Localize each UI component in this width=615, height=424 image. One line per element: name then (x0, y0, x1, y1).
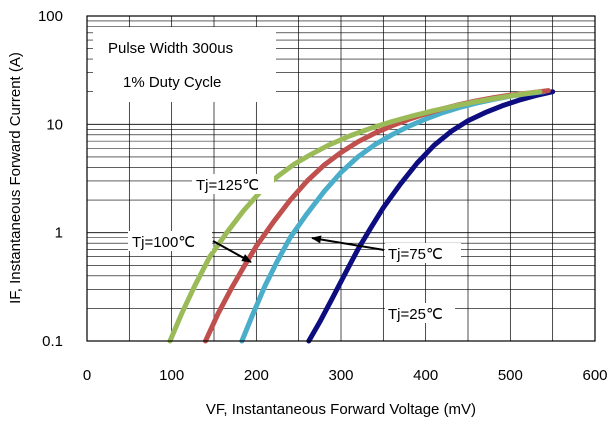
x-tick-label: 500 (498, 367, 523, 384)
label-tj100: Tj=100℃ (132, 234, 195, 251)
tick-labels: 0 100 200 300 400 500 600 0.1 1 10 100 (38, 8, 608, 384)
arrow-tj75 (311, 235, 385, 251)
label-tj125: Tj=125℃ (196, 177, 259, 194)
note-duty-cycle: 1% Duty Cycle (123, 74, 221, 91)
data-curves (167, 88, 556, 344)
label-bg-75 (385, 243, 461, 263)
y-tick-label: 100 (38, 8, 63, 25)
label-bg-25 (385, 303, 455, 323)
label-tj75: Tj=75℃ (388, 246, 443, 263)
label-bg-100 (128, 231, 212, 251)
arrow-tj100 (212, 240, 252, 263)
label-tj25: Tj=25℃ (388, 306, 443, 323)
x-tick-label: 300 (328, 367, 353, 384)
x-tick-label: 400 (413, 367, 438, 384)
label-bg-125 (192, 174, 274, 194)
x-tick-label: 600 (582, 367, 607, 384)
plot-frame (86, 15, 596, 342)
y-tick-label: 10 (46, 116, 63, 133)
x-tick-label: 200 (244, 367, 269, 384)
x-axis-title: VF, Instantaneous Forward Voltage (mV) (206, 401, 476, 418)
series-line-1 (306, 89, 556, 344)
series-line-4 (167, 89, 543, 344)
note-box (93, 27, 276, 102)
y-axis-title: IF, Instantaneous Forward Current (A) (7, 52, 24, 304)
x-tick-label: 100 (159, 367, 184, 384)
y-tick-label: 1 (55, 225, 63, 242)
x-tick-label: 0 (83, 367, 91, 384)
note-pulse-width: Pulse Width 300us (108, 40, 233, 57)
y-tick-label: 0.1 (42, 333, 63, 350)
